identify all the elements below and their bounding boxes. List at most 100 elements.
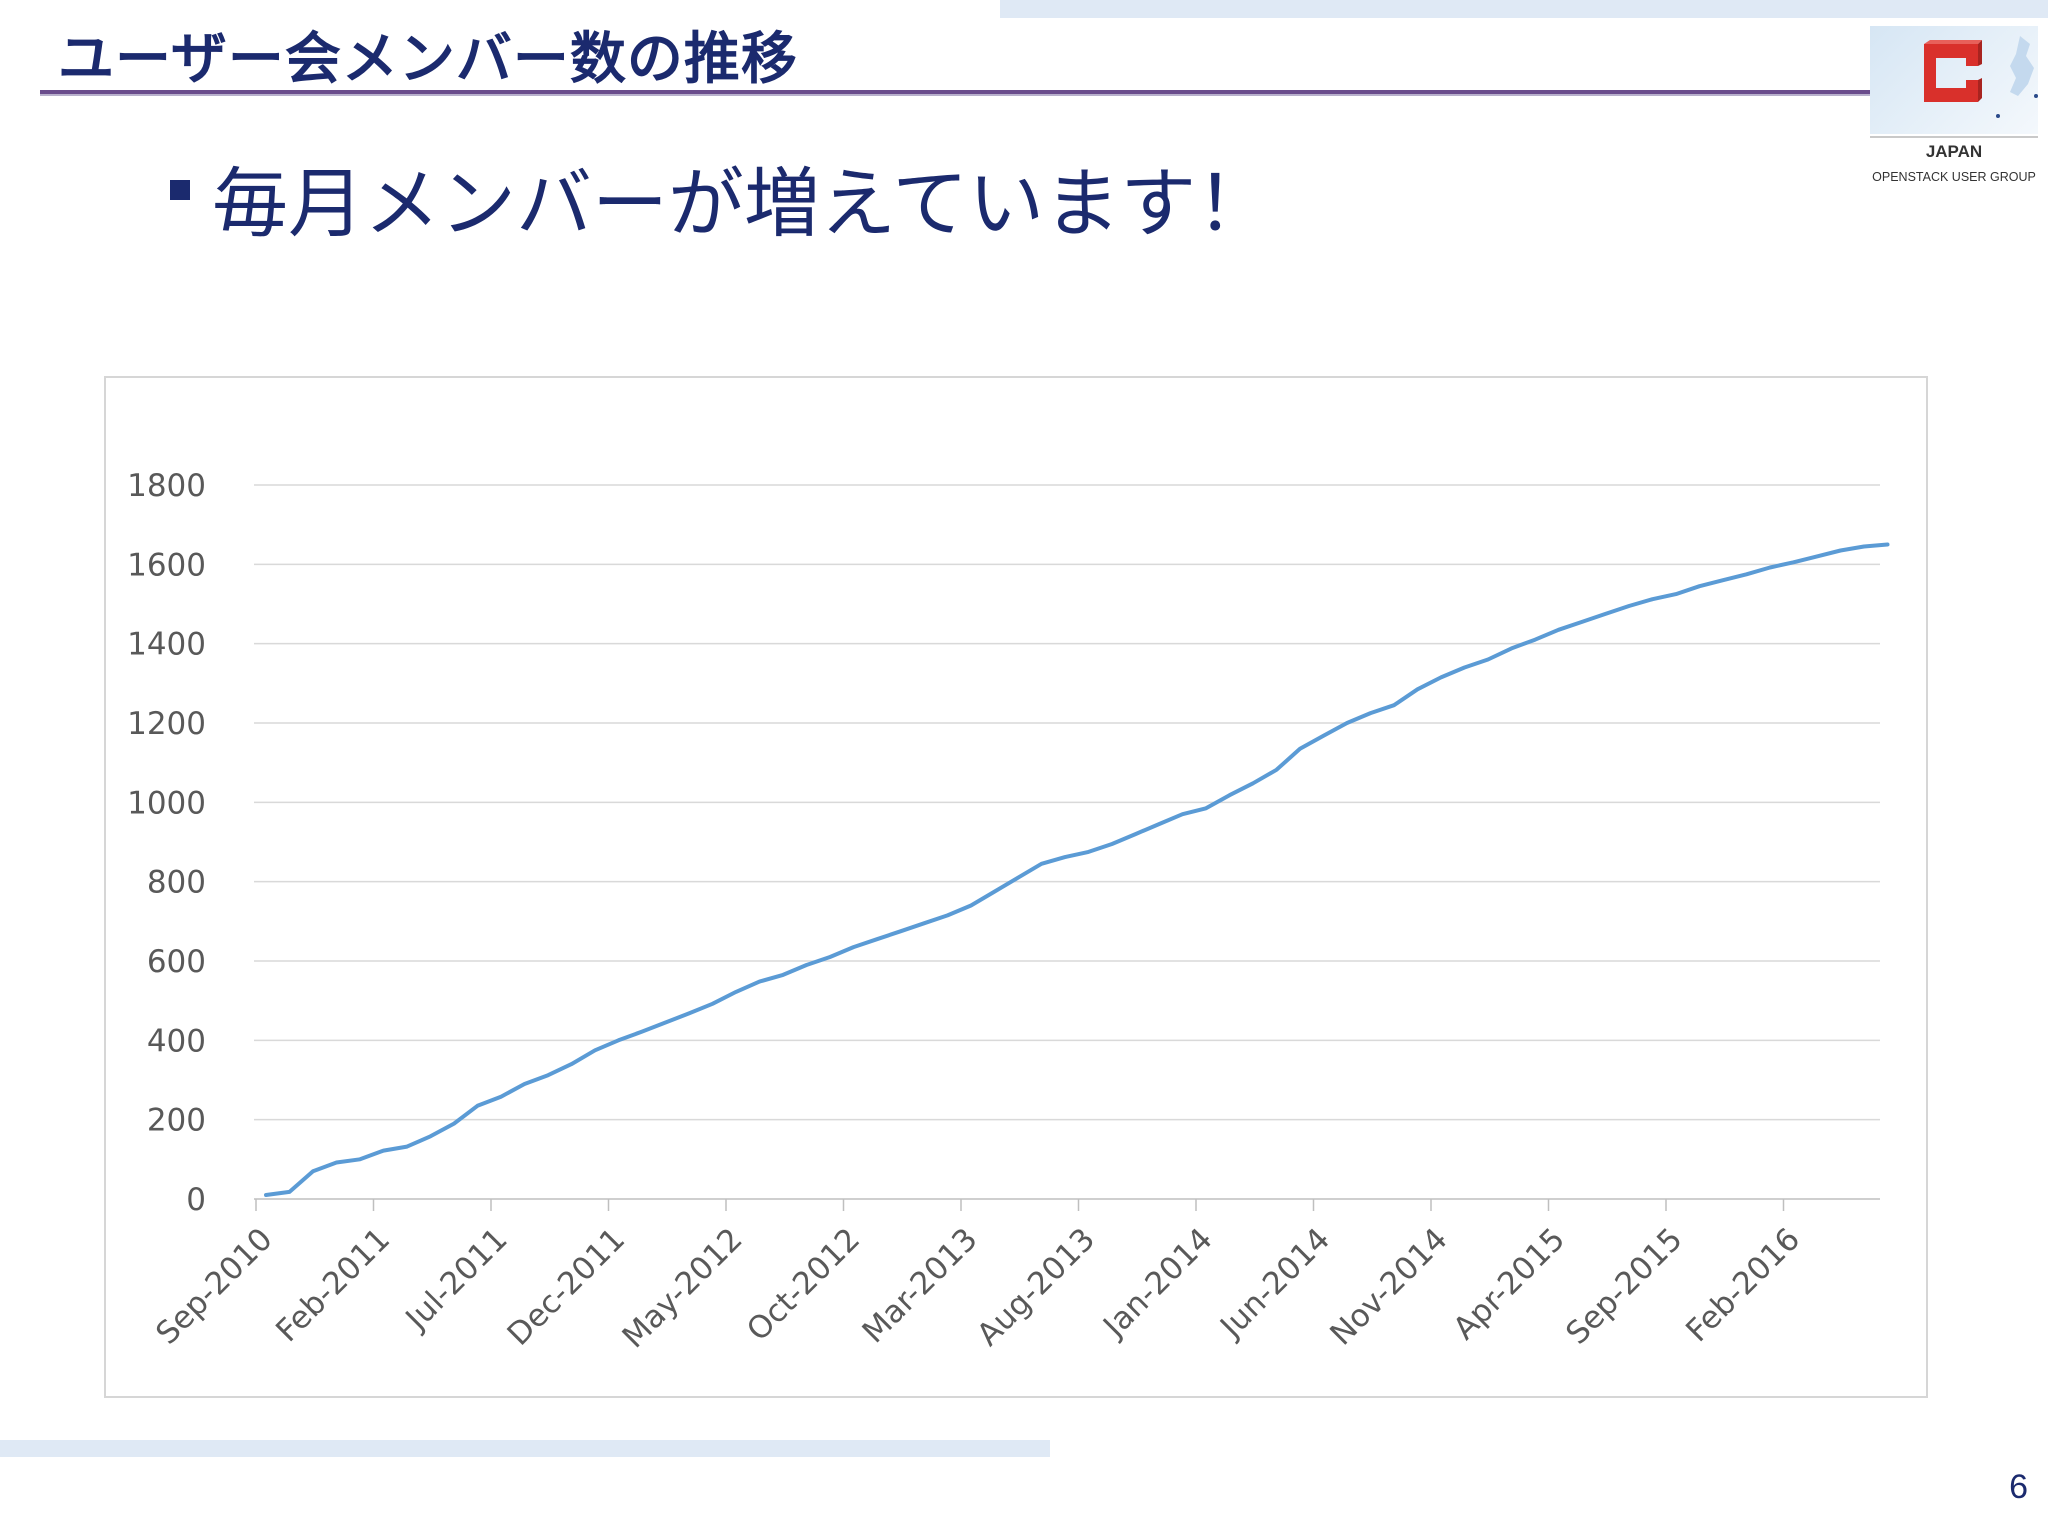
data-point <box>1180 812 1185 816</box>
x-tick-label: Oct-2012 <box>740 1221 867 1348</box>
data-point <box>1768 565 1772 570</box>
data-point <box>898 929 903 933</box>
data-point <box>1157 822 1161 826</box>
data-point <box>1110 842 1114 846</box>
bullet-marker <box>170 180 190 200</box>
data-point <box>1133 832 1138 836</box>
x-tick-label: Nov-2014 <box>1323 1221 1454 1352</box>
x-tick-label: Apr-2015 <box>1446 1221 1572 1347</box>
y-tick-label: 800 <box>147 865 206 901</box>
openstack-logo-icon <box>1924 40 1982 102</box>
data-point <box>1321 734 1326 738</box>
data-point <box>1721 578 1725 582</box>
logo-divider <box>1870 136 2038 138</box>
x-tick-label: Jun-2014 <box>1212 1221 1337 1346</box>
bottom-accent-band <box>0 1440 1050 1457</box>
x-tick-label: Dec-2011 <box>501 1221 633 1353</box>
data-point <box>358 1157 362 1161</box>
y-tick-label: 1600 <box>127 547 206 583</box>
data-point <box>264 1193 268 1197</box>
x-tick-label: May-2012 <box>616 1221 750 1355</box>
member-count-line-chart: 0 200 400 600 800 1000 1200 1400 1600 1800 Sep-201… <box>127 468 1890 1355</box>
data-point <box>875 937 879 941</box>
data-point <box>1274 768 1279 772</box>
data-point <box>1415 687 1420 691</box>
data-point <box>710 1002 715 1006</box>
x-tick-label: Feb-2011 <box>269 1221 397 1349</box>
y-tick-label: 200 <box>147 1103 206 1139</box>
data-point <box>1086 850 1091 854</box>
data-point <box>381 1149 386 1153</box>
data-point <box>1885 542 1890 547</box>
data-point <box>311 1169 315 1173</box>
data-point <box>1627 604 1631 608</box>
data-point <box>1016 876 1020 880</box>
data-point <box>1298 747 1302 751</box>
data-point <box>334 1160 339 1165</box>
y-tick-label: 0 <box>186 1182 206 1218</box>
logo-group-text: OPENSTACK USER GROUP <box>1872 170 2036 184</box>
data-point <box>405 1145 409 1149</box>
y-tick-label: 1000 <box>127 785 206 821</box>
data-point <box>1039 862 1044 866</box>
data-point <box>828 955 832 959</box>
data-point <box>640 1030 644 1034</box>
data-point <box>851 945 856 949</box>
x-tick-label: Jan-2014 <box>1095 1221 1219 1345</box>
data-point <box>546 1073 550 1077</box>
data-point <box>1462 665 1467 670</box>
data-point <box>804 963 809 967</box>
x-tick-label: Mar-2013 <box>856 1221 985 1350</box>
data-point <box>1439 675 1443 679</box>
data-point <box>569 1062 574 1066</box>
x-tick-label: Aug-2013 <box>970 1221 1102 1353</box>
data-point <box>663 1020 668 1025</box>
page-number: 6 <box>2009 1468 2028 1506</box>
data-point <box>428 1134 433 1138</box>
data-point <box>734 990 738 994</box>
y-tick-label: 600 <box>147 944 206 980</box>
data-point <box>499 1095 503 1099</box>
x-tick-label: Sep-2015 <box>1559 1221 1689 1351</box>
chart-frame: 0 200 400 600 800 1000 1200 1400 1600 1800 Sep-201… <box>104 376 1928 1398</box>
x-tick-label: Sep-2010 <box>149 1221 279 1351</box>
data-point <box>475 1104 480 1108</box>
y-tick-label: 1200 <box>127 706 206 742</box>
data-point <box>1063 855 1067 859</box>
title-underline-shadow <box>40 94 1876 96</box>
data-point <box>1744 572 1749 576</box>
data-point <box>287 1190 292 1194</box>
y-tick-label: 400 <box>147 1023 206 1059</box>
data-point <box>616 1038 621 1042</box>
data-point <box>1345 721 1349 725</box>
data-point <box>1791 560 1796 564</box>
data-point <box>1227 793 1232 797</box>
japan-openstack-user-group-logo: JAPAN OPENSTACK USER GROUP <box>1870 26 2038 194</box>
data-point <box>1674 592 1678 596</box>
data-point <box>1862 544 1866 549</box>
data-point <box>1509 646 1514 651</box>
logo-country-text: JAPAN <box>1925 142 1983 161</box>
top-accent-band <box>1000 0 2048 18</box>
data-point <box>992 889 997 894</box>
data-point <box>1368 711 1373 715</box>
title-underline <box>40 90 1876 94</box>
y-tick-label: 1800 <box>127 468 206 504</box>
data-point <box>1556 628 1561 632</box>
data-point <box>687 1011 691 1015</box>
bullet-text: 毎月メンバーが増えています！ <box>212 159 1273 248</box>
data-point <box>452 1122 456 1126</box>
y-tick-label: 1400 <box>127 627 206 663</box>
x-tick-label: Jul-2011 <box>398 1221 515 1338</box>
data-point <box>1580 620 1584 624</box>
slide-title: ユーザー会メンバー数の推移 <box>58 27 798 92</box>
x-tick-label: Feb-2016 <box>1679 1221 1807 1349</box>
data-point <box>1533 638 1537 642</box>
data-point <box>945 913 950 917</box>
data-point <box>757 980 762 984</box>
data-point <box>1251 781 1255 785</box>
data-point <box>1697 584 1702 588</box>
data-point <box>922 921 926 925</box>
data-point <box>1392 703 1396 707</box>
data-point <box>522 1082 527 1086</box>
